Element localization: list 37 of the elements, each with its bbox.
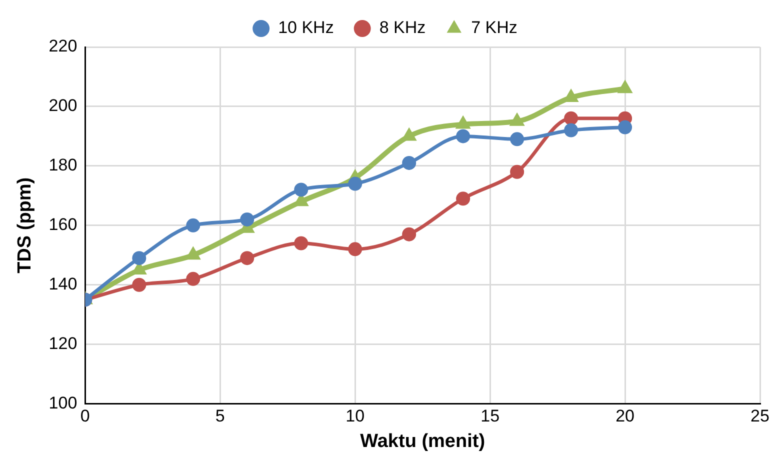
x-tick-label: 10	[346, 406, 365, 426]
point	[186, 272, 200, 286]
y-tick-label: 160	[48, 215, 78, 234]
legend-label: 8 KHz	[379, 18, 426, 38]
y-tick-label: 200	[48, 96, 78, 116]
point	[618, 120, 632, 134]
x-tick-label: 20	[616, 406, 634, 426]
y-tick-label: 220	[48, 36, 78, 56]
legend-label: 7 KHz	[471, 18, 518, 38]
point	[510, 164, 524, 179]
x-tick-label: 0	[80, 406, 90, 426]
legend-label: 10 KHz	[278, 18, 334, 38]
x-axis-title: Waktu (menit)	[360, 430, 486, 452]
y-tick-label: 120	[48, 334, 78, 354]
point	[348, 242, 362, 256]
point	[240, 251, 254, 266]
point	[132, 251, 146, 266]
y-tick-label: 140	[48, 274, 78, 294]
point	[510, 132, 524, 146]
point	[402, 227, 416, 242]
point	[348, 176, 362, 191]
y-tick-label: 100	[48, 393, 78, 412]
x-tick-label: 15	[480, 406, 500, 426]
point	[240, 212, 254, 226]
y-axis-title: TDS (ppm)	[14, 177, 36, 274]
point	[564, 123, 578, 138]
point	[402, 156, 416, 170]
point	[186, 218, 200, 232]
y-tick-label: 180	[48, 156, 78, 175]
point	[294, 182, 308, 197]
x-tick-label: 5	[215, 406, 225, 426]
x-tick-label: 25	[750, 406, 770, 426]
point	[456, 192, 470, 206]
point	[132, 278, 146, 292]
point	[456, 129, 470, 144]
point	[564, 111, 578, 126]
point	[294, 236, 308, 250]
